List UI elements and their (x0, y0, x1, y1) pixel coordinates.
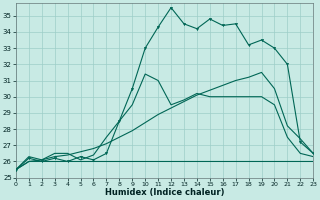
X-axis label: Humidex (Indice chaleur): Humidex (Indice chaleur) (105, 188, 224, 197)
